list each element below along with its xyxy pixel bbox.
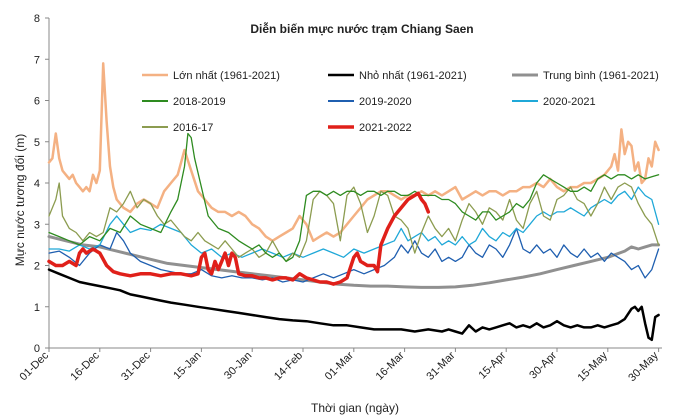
legend: Lớn nhất (1961-2021) Nhỏ nhất (1961-2021)… <box>142 70 659 134</box>
y-tick-label: 3 <box>34 219 40 231</box>
series-line-trung-b-nh-1961-2021- <box>47 235 661 289</box>
legend-label-l-n-nh-t-1961-2021-: Lớn nhất (1961-2021) <box>173 70 280 82</box>
legend-label-nh-nh-t-1961-2021-: Nhỏ nhất (1961-2021) <box>359 70 467 82</box>
chart-title: Diễn biến mực nước trạm Chiang Saen <box>250 21 473 36</box>
plot-area <box>47 62 661 342</box>
series-line-2019-2020 <box>48 227 660 283</box>
series-line-2021-2022 <box>47 191 431 286</box>
y-tick-label: 5 <box>34 137 40 149</box>
y-axis-label: Mực nước tương đối (m) <box>13 134 27 267</box>
legend-label-trung-b-nh-1961-2021-: Trung bình (1961-2021) <box>543 70 659 82</box>
y-tick-label: 1 <box>34 302 40 314</box>
y-tick-label: 0 <box>34 343 40 355</box>
y-tick-label: 8 <box>34 13 40 25</box>
legend-label-2018-2019: 2018-2019 <box>173 96 226 108</box>
series-line-nh-nh-t-1961-2021- <box>47 268 660 342</box>
y-tick-label: 7 <box>34 54 40 66</box>
y-tick-label: 2 <box>34 261 40 273</box>
legend-label-2016-17: 2016-17 <box>173 122 213 134</box>
series-line-l-n-nh-t-1961-2021- <box>47 62 660 243</box>
legend-label-2019-2020: 2019-2020 <box>359 96 412 108</box>
y-tick-label: 6 <box>34 96 40 108</box>
x-axis-label: Thời gian (ngày) <box>311 401 399 415</box>
legend-label-2021-2022: 2021-2022 <box>359 122 412 134</box>
legend-label-2020-2021: 2020-2021 <box>543 96 596 108</box>
series-line-2018-2019 <box>48 132 660 263</box>
y-tick-label: 4 <box>34 178 40 190</box>
